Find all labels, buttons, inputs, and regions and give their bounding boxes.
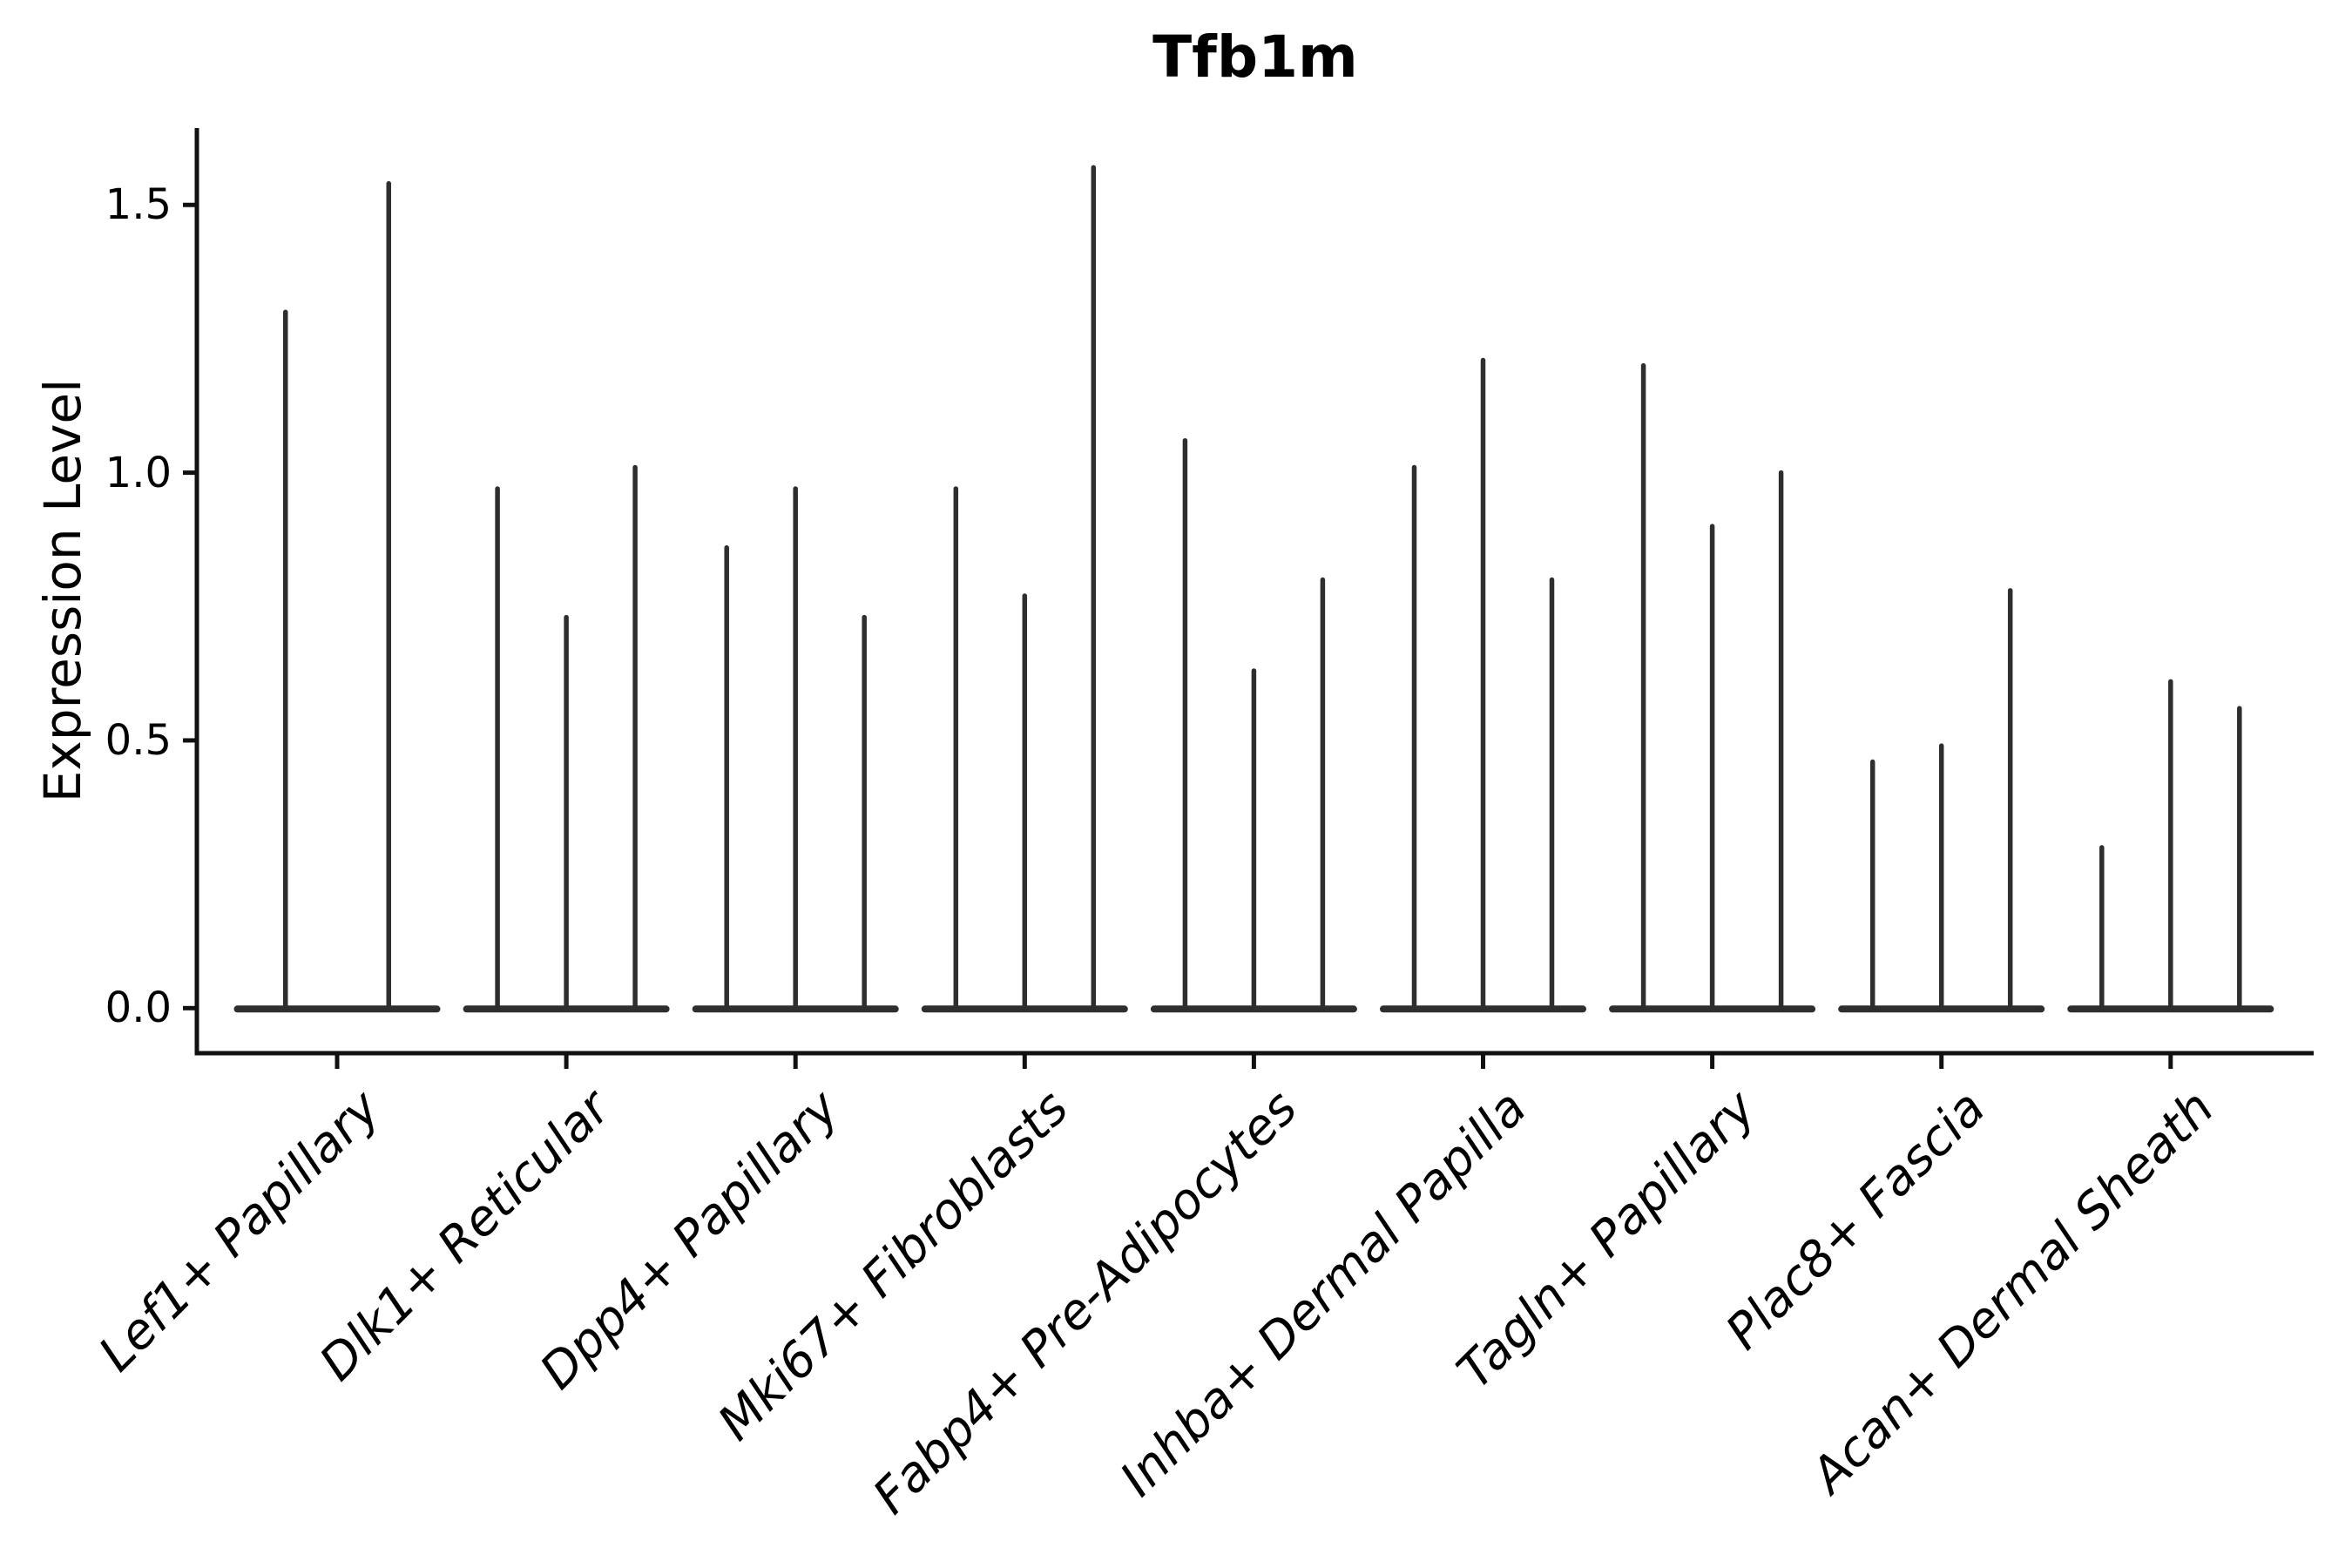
violin-base-group-1 <box>233 1005 441 1013</box>
y-tick-label: 0.0 <box>105 983 172 1033</box>
y-tick-label: 0.5 <box>105 715 172 765</box>
y-tick-label: 1.5 <box>105 180 172 230</box>
chart-title: Tfb1m <box>1152 24 1358 91</box>
y-tick-label: 1.0 <box>105 448 172 497</box>
